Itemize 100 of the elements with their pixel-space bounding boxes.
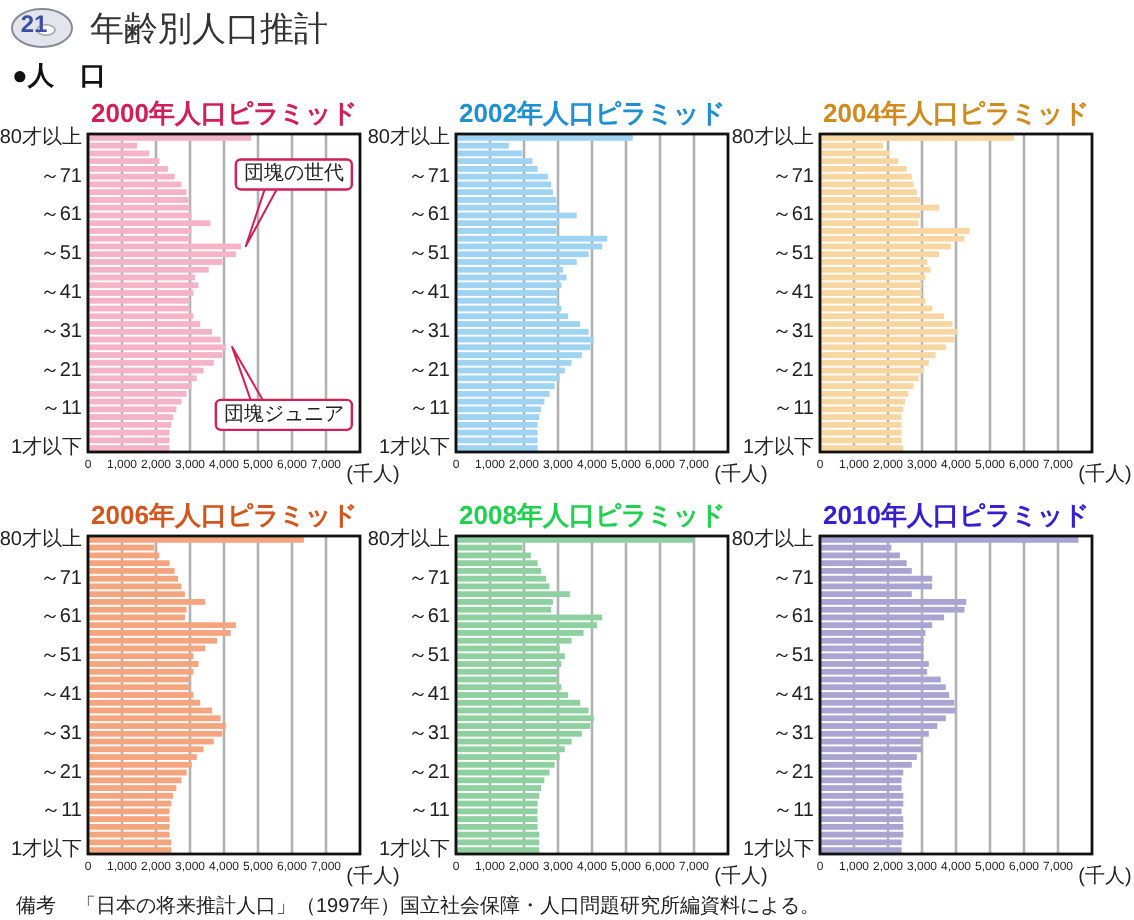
- bar: [456, 754, 560, 760]
- bar: [456, 429, 538, 436]
- bar: [820, 839, 902, 846]
- bar: [820, 375, 919, 382]
- bar: [456, 173, 548, 180]
- bar: [456, 297, 558, 304]
- chart-title: 2008年人口ピラミッド: [459, 500, 725, 530]
- bar: [820, 661, 929, 667]
- y-tick-label: ～51: [407, 243, 451, 266]
- y-tick-label: 1才以下: [742, 837, 814, 862]
- y-tick-label: ～31: [39, 320, 83, 343]
- bar: [456, 567, 541, 574]
- y-tick-label: ～11: [41, 398, 83, 421]
- bar: [820, 630, 926, 636]
- x-axis-title: (千人): [714, 864, 768, 888]
- y-tick-label: ～61: [407, 606, 451, 629]
- bar: [88, 297, 190, 304]
- bar: [820, 150, 890, 157]
- y-tick-label: ～41: [407, 282, 451, 304]
- bar: [88, 445, 170, 452]
- bar: [456, 134, 633, 141]
- bar: [456, 235, 608, 242]
- bar: [88, 536, 304, 543]
- y-tick-label: 80才以上: [367, 124, 450, 149]
- annotation: 団塊ジュニア: [223, 401, 344, 426]
- bar: [88, 816, 170, 823]
- bar: [88, 560, 170, 567]
- chart-title: 2004年人口ピラミッド: [823, 98, 1089, 128]
- bar: [88, 197, 189, 203]
- y-tick-label: ～31: [407, 320, 451, 343]
- bar: [456, 816, 538, 823]
- bar: [88, 661, 199, 667]
- chart-title: 2010年人口ピラミッド: [823, 500, 1089, 530]
- y-tick-label: ～41: [771, 684, 815, 706]
- text: 21: [20, 10, 48, 38]
- bar: [88, 421, 172, 428]
- bar: [820, 429, 902, 436]
- bar: [88, 375, 197, 382]
- x-axis-title: (千人): [346, 864, 400, 888]
- bar: [88, 831, 170, 838]
- x-axis-title: (千人): [346, 462, 400, 486]
- bar: [88, 777, 182, 784]
- bar: [456, 536, 694, 543]
- bar: [456, 328, 589, 335]
- bar: [456, 668, 558, 675]
- y-tick-label: ～61: [39, 204, 83, 227]
- bar: [456, 785, 541, 791]
- bar: [820, 266, 931, 273]
- bar: [820, 823, 904, 830]
- y-tick-label: ～11: [41, 800, 83, 823]
- bar: [456, 290, 558, 296]
- bar: [456, 839, 540, 846]
- bar: [456, 197, 557, 203]
- bar: [88, 761, 192, 768]
- bar: [820, 847, 902, 854]
- bar: [88, 730, 223, 737]
- y-tick-label: 80才以上: [0, 124, 82, 149]
- bar: [820, 414, 902, 421]
- y-tick-label: ～71: [407, 165, 451, 188]
- bar: [820, 290, 922, 296]
- bar: [820, 383, 914, 389]
- bar: [820, 684, 946, 691]
- bar: [456, 189, 553, 196]
- bar: [456, 723, 591, 729]
- bar: [88, 352, 223, 358]
- bar: [820, 777, 902, 784]
- bar: [820, 792, 904, 799]
- y-tick-label: ～41: [771, 282, 815, 304]
- bar: [456, 777, 545, 784]
- y-tick-label: ～41: [407, 684, 451, 706]
- y-tick-label: ～61: [39, 606, 83, 629]
- bar: [456, 847, 540, 854]
- y-tick-label: ～21: [39, 761, 83, 784]
- bar: [88, 220, 211, 227]
- text: 年齢別人口推計: [90, 10, 328, 48]
- bar: [456, 715, 594, 722]
- bar: [88, 282, 199, 289]
- bar: [88, 599, 206, 605]
- bar: [456, 560, 538, 567]
- bar: [456, 575, 547, 582]
- y-tick-label: ～31: [407, 722, 451, 745]
- bar: [456, 591, 570, 598]
- y-tick-label: ～41: [39, 282, 83, 304]
- bar: [820, 228, 970, 234]
- bar: [820, 761, 912, 768]
- bar: [88, 684, 190, 691]
- bar: [456, 761, 555, 768]
- bar: [820, 313, 945, 320]
- bar: [88, 429, 170, 436]
- text: ●人 口: [12, 60, 106, 90]
- bar: [820, 344, 946, 351]
- bar: [88, 344, 226, 351]
- y-tick-label: 80才以上: [0, 526, 82, 551]
- bar: [456, 552, 531, 559]
- y-tick-label: ～31: [39, 722, 83, 745]
- y-tick-label: ～41: [39, 684, 83, 706]
- x-axis-title: (千人): [1078, 462, 1132, 486]
- bar: [820, 189, 917, 196]
- y-tick-label: ～11: [773, 800, 815, 823]
- bar: [456, 375, 560, 382]
